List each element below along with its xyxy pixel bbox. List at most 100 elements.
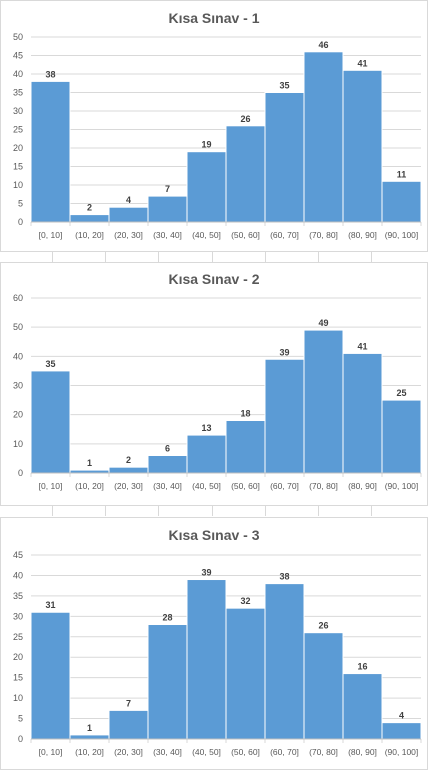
bar xyxy=(225,420,266,474)
bar xyxy=(225,125,266,223)
data-label: 7 xyxy=(126,698,131,708)
bar xyxy=(381,399,422,474)
histogram-chart-1: Kısa Sınav - 1 0 5 10 15 20 25 30 35 40 45 50 38 [0,… xyxy=(13,10,422,240)
bar xyxy=(186,151,227,223)
data-label: 18 xyxy=(240,409,250,419)
y-tick-label: 5 xyxy=(18,199,23,209)
bar xyxy=(264,358,305,474)
bar xyxy=(30,80,71,223)
bar xyxy=(303,51,344,223)
x-tick-label: (50, 60] xyxy=(231,481,260,491)
bar xyxy=(264,92,305,223)
bar xyxy=(303,632,344,740)
x-tick-label: (80, 90] xyxy=(348,230,377,240)
data-label: 13 xyxy=(201,423,211,433)
bar xyxy=(108,466,149,474)
x-tick-label: (30, 40] xyxy=(153,230,182,240)
x-tick-label: (70, 80] xyxy=(309,747,338,757)
bar xyxy=(147,455,188,474)
x-tick-label: (20, 30] xyxy=(114,230,143,240)
y-tick-label: 10 xyxy=(13,439,23,449)
chart-panel-2: Kısa Sınav - 2 0 10 20 30 40 50 60 35 [0, 10] 1 (1… xyxy=(0,262,428,506)
data-label: 26 xyxy=(240,114,250,124)
chart-title: Kısa Sınav - 1 xyxy=(168,10,259,26)
y-tick-label: 45 xyxy=(13,51,23,61)
bar xyxy=(186,434,227,474)
bar xyxy=(108,709,149,740)
data-label: 7 xyxy=(165,184,170,194)
bar xyxy=(147,195,188,223)
histogram-chart-2: Kısa Sınav - 2 0 10 20 30 40 50 60 35 [0, 10] 1 (1… xyxy=(13,271,422,491)
x-tick-label: (10, 20] xyxy=(75,747,104,757)
data-label: 38 xyxy=(45,69,55,79)
bar xyxy=(147,624,188,740)
panel-separator xyxy=(0,506,428,516)
y-tick-label: 40 xyxy=(13,69,23,79)
chart-panel-1: Kısa Sınav - 1 0 5 10 15 20 25 30 35 40 45 50 38 [0,… xyxy=(0,0,428,252)
y-tick-label: 50 xyxy=(13,32,23,42)
x-tick-label: (60, 70] xyxy=(270,230,299,240)
data-label: 32 xyxy=(240,596,250,606)
data-label: 39 xyxy=(201,568,211,578)
x-tick-label: (40, 50] xyxy=(192,481,221,491)
data-label: 4 xyxy=(399,711,404,721)
data-label: 4 xyxy=(126,195,131,205)
x-tick-label: (30, 40] xyxy=(153,747,182,757)
data-label: 1 xyxy=(87,723,92,733)
y-tick-label: 20 xyxy=(13,143,23,153)
bar xyxy=(342,69,383,223)
y-tick-label: 40 xyxy=(13,351,23,361)
data-label: 2 xyxy=(87,203,92,213)
bar xyxy=(381,180,422,223)
x-tick-label: (60, 70] xyxy=(270,747,299,757)
chart-panel-3: Kısa Sınav - 3 0 5 10 15 20 25 30 35 40 45 31 [0, 1… xyxy=(0,517,428,770)
x-tick-label: (10, 20] xyxy=(75,230,104,240)
bar xyxy=(108,206,149,223)
data-label: 25 xyxy=(396,388,406,398)
bar xyxy=(186,579,227,740)
bar xyxy=(264,583,305,740)
y-tick-label: 10 xyxy=(13,693,23,703)
data-label: 49 xyxy=(318,318,328,328)
bar xyxy=(30,611,71,740)
data-label: 19 xyxy=(201,140,211,150)
data-label: 11 xyxy=(397,169,407,179)
x-tick-label: (50, 60] xyxy=(231,747,260,757)
data-label: 6 xyxy=(165,444,170,454)
data-label: 38 xyxy=(279,572,289,582)
y-tick-label: 0 xyxy=(18,734,23,744)
panel-separator xyxy=(0,252,428,262)
y-tick-label: 25 xyxy=(13,125,23,135)
data-label: 39 xyxy=(279,347,289,357)
y-tick-label: 20 xyxy=(13,410,23,420)
x-tick-label: (40, 50] xyxy=(192,747,221,757)
y-tick-label: 0 xyxy=(18,217,23,227)
x-tick-label: (20, 30] xyxy=(114,481,143,491)
y-tick-label: 0 xyxy=(18,468,23,478)
y-tick-label: 10 xyxy=(13,180,23,190)
y-tick-label: 35 xyxy=(13,591,23,601)
x-tick-label: (60, 70] xyxy=(270,481,299,491)
x-tick-label: (20, 30] xyxy=(114,747,143,757)
data-label: 1 xyxy=(87,458,92,468)
y-tick-label: 25 xyxy=(13,632,23,642)
bar xyxy=(342,352,383,474)
data-label: 28 xyxy=(162,613,172,623)
data-label: 35 xyxy=(45,359,55,369)
x-tick-label: [0, 10] xyxy=(39,481,63,491)
x-tick-label: (30, 40] xyxy=(153,481,182,491)
y-tick-label: 50 xyxy=(13,322,23,332)
x-tick-label: [0, 10] xyxy=(39,230,63,240)
y-tick-label: 30 xyxy=(13,611,23,621)
x-tick-label: (70, 80] xyxy=(309,230,338,240)
bar xyxy=(342,673,383,740)
data-label: 26 xyxy=(318,621,328,631)
data-label: 16 xyxy=(357,662,367,672)
histogram-chart-3: Kısa Sınav - 3 0 5 10 15 20 25 30 35 40 45 31 [0, 1… xyxy=(13,527,422,757)
data-label: 35 xyxy=(279,81,289,91)
x-tick-label: (50, 60] xyxy=(231,230,260,240)
bar xyxy=(303,329,344,474)
y-tick-label: 30 xyxy=(13,381,23,391)
y-tick-label: 5 xyxy=(18,714,23,724)
y-tick-label: 15 xyxy=(13,162,23,172)
